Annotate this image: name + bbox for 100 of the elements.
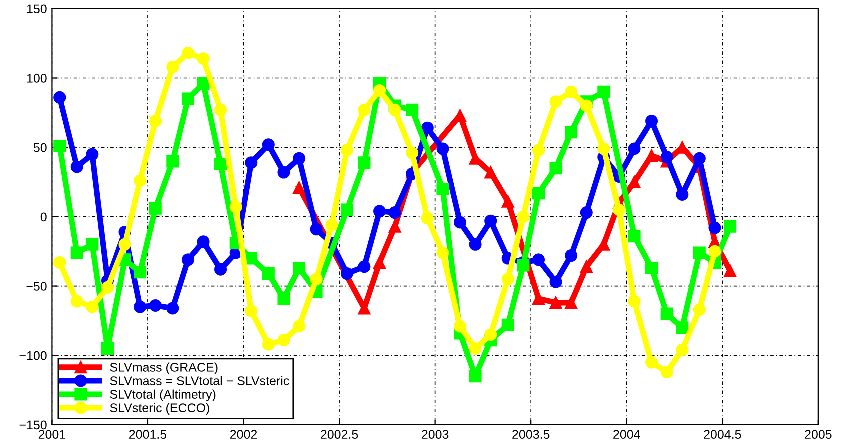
- point: [469, 370, 482, 383]
- x-tick-label: 2004.5: [704, 430, 742, 440]
- point: [406, 104, 419, 116]
- point: [149, 202, 162, 215]
- point: [262, 138, 275, 152]
- point: [565, 86, 578, 98]
- point: [54, 91, 66, 104]
- point: [310, 273, 323, 286]
- point: [708, 222, 722, 234]
- point: [358, 156, 371, 170]
- point: [182, 47, 194, 60]
- x-tick-label: 2001: [38, 430, 66, 440]
- x-tick-label: 2005: [805, 430, 832, 440]
- point: [245, 156, 258, 170]
- point: [532, 144, 546, 157]
- point: [245, 304, 258, 318]
- point: [693, 246, 706, 260]
- point: [70, 295, 84, 308]
- x-tick-label: 2001.5: [129, 430, 167, 440]
- point: [262, 268, 275, 280]
- y-tick-label: −150: [20, 420, 47, 430]
- point: [436, 182, 450, 196]
- point: [278, 334, 290, 347]
- point: [166, 302, 180, 315]
- point: [54, 256, 66, 269]
- point: [484, 166, 498, 179]
- point: [166, 155, 180, 168]
- point: [406, 146, 419, 160]
- point: [214, 263, 228, 276]
- point: [532, 292, 546, 306]
- legend-label: SLVmass (GRACE): [110, 362, 218, 374]
- x-tick-label: 2003: [422, 430, 449, 440]
- point: [358, 260, 371, 274]
- point: [118, 238, 132, 251]
- point: [293, 262, 306, 275]
- point: [278, 166, 290, 179]
- point: [86, 300, 99, 314]
- point: [628, 230, 641, 243]
- point: [724, 264, 737, 278]
- x-tick-label: 2002: [230, 430, 258, 440]
- point: [646, 356, 658, 369]
- point: [708, 245, 722, 258]
- y-tick-label: −100: [20, 351, 47, 360]
- point: [550, 162, 562, 175]
- point: [374, 205, 386, 218]
- point: [484, 328, 498, 342]
- point: [628, 295, 641, 308]
- point: [469, 342, 482, 355]
- y-tick-label: 100: [27, 74, 47, 83]
- point: [388, 206, 402, 220]
- point: [149, 299, 162, 312]
- point: [724, 220, 737, 233]
- legend-label: SLVtotal (Altimetry): [110, 390, 216, 402]
- point: [646, 150, 658, 162]
- point: [214, 104, 228, 116]
- point: [230, 200, 242, 214]
- point: [149, 114, 162, 128]
- point: [102, 281, 114, 294]
- point: [86, 148, 99, 161]
- point: [182, 254, 194, 266]
- point: [517, 259, 530, 272]
- point: [646, 262, 658, 275]
- point: [374, 256, 386, 269]
- point: [454, 216, 466, 229]
- y-tick-label: 50: [34, 143, 47, 152]
- point: [532, 187, 546, 200]
- point: [484, 214, 498, 228]
- point: [660, 308, 674, 320]
- point: [134, 300, 147, 314]
- point: [550, 96, 562, 108]
- point: [340, 268, 354, 280]
- point: [214, 158, 228, 170]
- point: [293, 182, 306, 194]
- point: [502, 273, 514, 286]
- point: [197, 236, 210, 248]
- point: [436, 246, 450, 260]
- point: [502, 195, 514, 208]
- point: [293, 320, 306, 333]
- point: [70, 160, 84, 174]
- point: [102, 342, 114, 355]
- point: [134, 266, 147, 279]
- point: [693, 304, 706, 316]
- point: [326, 219, 338, 232]
- point: [262, 338, 275, 351]
- point: [660, 366, 674, 379]
- point: [532, 254, 546, 266]
- point: [197, 52, 210, 66]
- point: [660, 151, 674, 164]
- x-tick-label: 2003.5: [512, 430, 550, 440]
- point: [166, 60, 180, 74]
- point: [421, 212, 434, 225]
- point: [550, 296, 562, 310]
- point: [598, 86, 610, 98]
- point: [340, 144, 354, 157]
- point: [598, 142, 610, 156]
- point: [693, 152, 706, 165]
- point: [388, 104, 402, 116]
- point: [54, 140, 66, 152]
- point: [182, 92, 194, 106]
- point: [676, 344, 689, 356]
